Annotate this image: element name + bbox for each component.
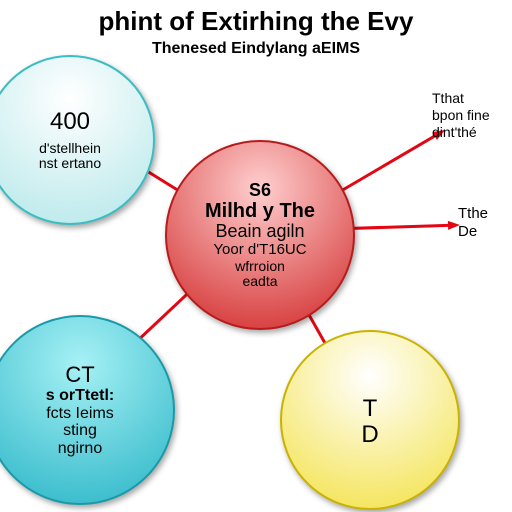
side-text-line: Tthat [432, 90, 512, 107]
circle-text: sting [63, 422, 97, 440]
circle-bottom-right: TD [280, 330, 460, 510]
side-text-line: bpon fine [432, 107, 512, 124]
circle-text: eadta [242, 274, 277, 289]
circle-text: Milhd y The [205, 200, 315, 222]
circle-text: S6 [249, 181, 271, 201]
side-text-line: De [458, 223, 512, 241]
circle-text: ngirno [58, 440, 102, 458]
text-right-2: TtheDe [458, 205, 512, 241]
circle-text: CT [65, 363, 94, 387]
circle-text: 400 [50, 109, 90, 135]
side-text-line: dint'thé [432, 124, 512, 141]
side-text-line: Tthe [458, 205, 512, 223]
circle-text: Yoor d'T16UC [213, 242, 306, 259]
circle-text: s orTtetl: [46, 387, 114, 405]
circle-text: Beain agiln [215, 222, 304, 242]
text-right-1: Tthatbpon finedint'thé [432, 90, 512, 140]
circle-text: wfrroion [235, 259, 285, 274]
circle-center: S6Milhd y TheBeain agilnYoor d'T16UCwfrr… [165, 140, 355, 330]
diagram-stage: phint of Extirhing the Evy Thenesed Eind… [0, 0, 512, 512]
circle-text: d'stellhein [39, 141, 101, 156]
circle-text: fcts Ieims [46, 405, 114, 423]
circle-text: D [361, 422, 378, 448]
title-line-1: phint of Extirhing the Evy [0, 6, 512, 37]
circle-text: T [363, 396, 378, 422]
circle-text: nst ertano [39, 156, 101, 171]
